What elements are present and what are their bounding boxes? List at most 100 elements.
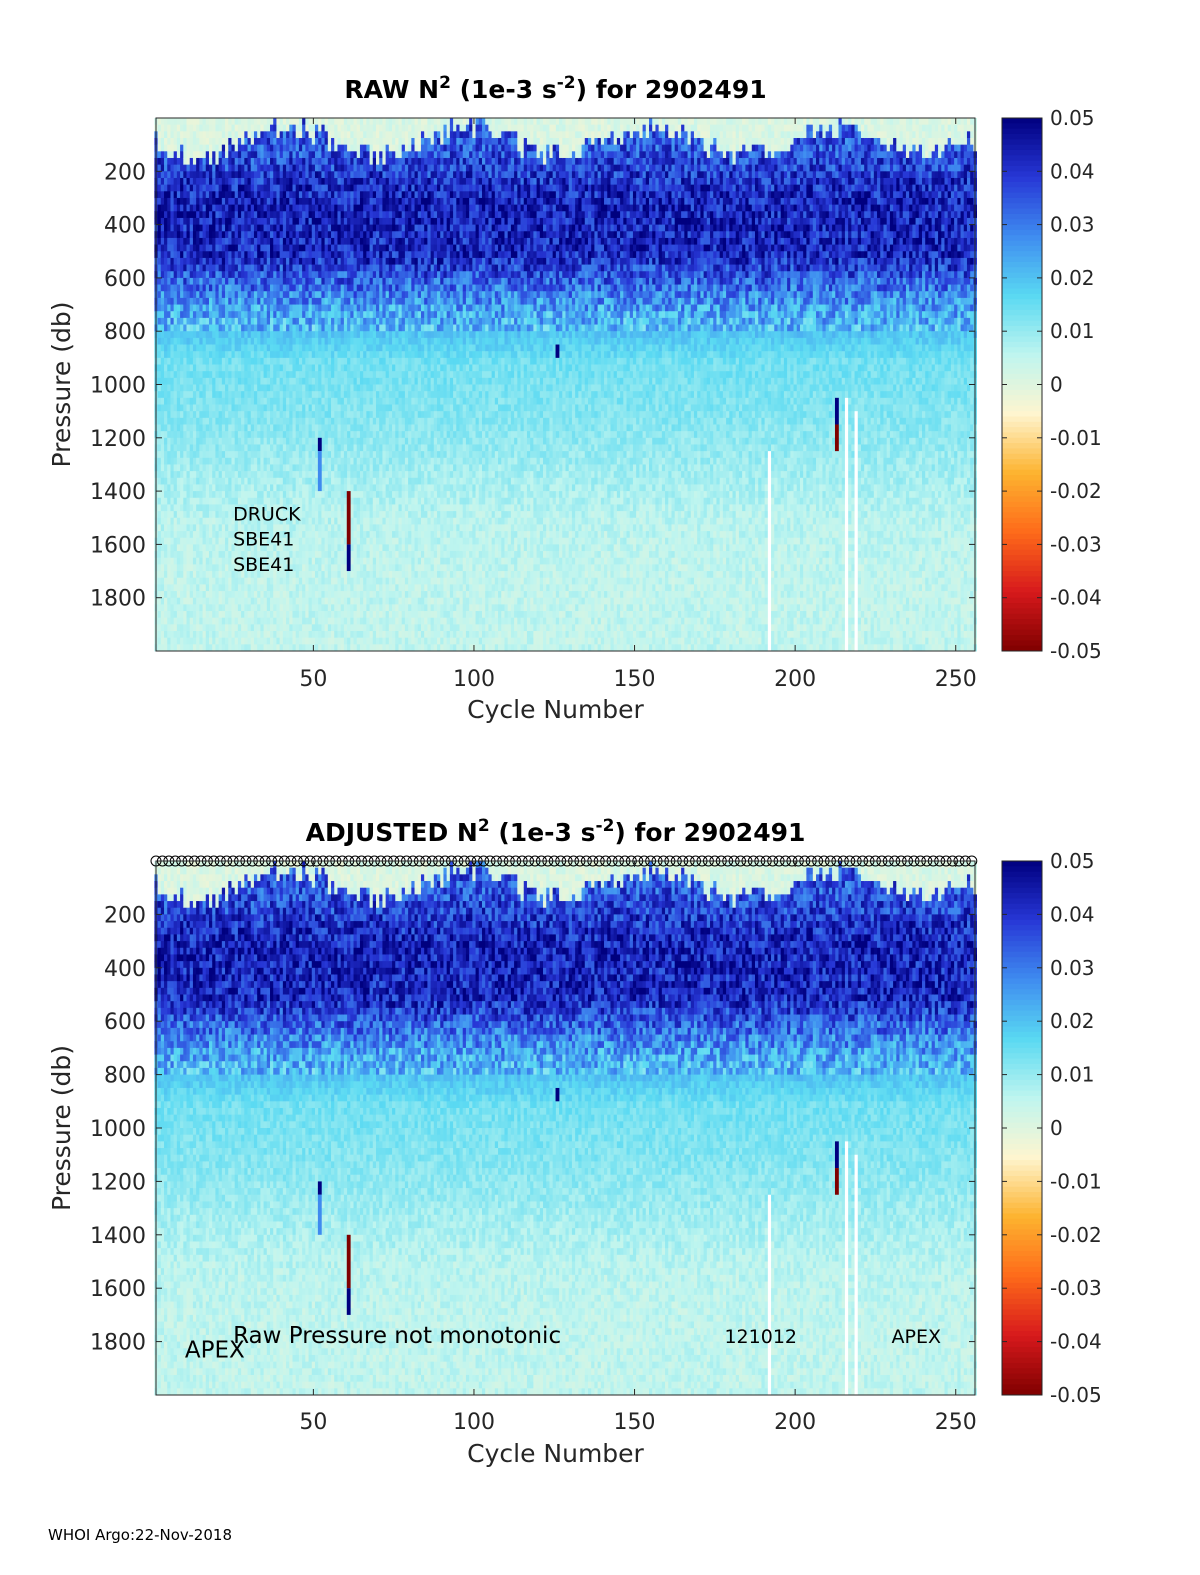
heatmap-cell bbox=[164, 557, 168, 565]
heatmap-cell bbox=[202, 611, 207, 619]
heatmap-cell bbox=[225, 484, 229, 492]
heatmap-cell bbox=[189, 384, 194, 392]
heatmap-cell bbox=[237, 624, 242, 632]
heatmap-cell bbox=[305, 411, 309, 419]
heatmap-cell bbox=[282, 624, 287, 632]
heatmap-cell bbox=[311, 617, 316, 625]
heatmap-cell bbox=[347, 604, 351, 612]
heatmap-cell bbox=[160, 457, 165, 465]
heatmap-cell bbox=[286, 177, 290, 186]
heatmap-cell bbox=[234, 411, 239, 419]
heatmap-cell bbox=[327, 197, 332, 206]
heatmap-cell bbox=[215, 137, 220, 146]
heatmap-cell bbox=[331, 484, 335, 492]
heatmap-cell bbox=[263, 157, 268, 166]
heatmap-cell bbox=[340, 237, 345, 245]
heatmap-cell bbox=[311, 517, 316, 525]
heatmap-cell bbox=[157, 491, 162, 499]
heatmap-cell bbox=[350, 144, 354, 152]
heatmap-cell bbox=[270, 284, 274, 292]
heatmap-cell bbox=[164, 257, 168, 265]
heatmap-cell bbox=[331, 304, 335, 312]
heatmap-cell bbox=[266, 331, 271, 339]
heatmap-cell bbox=[170, 291, 175, 299]
heatmap-cell bbox=[186, 617, 191, 625]
heatmap-cell bbox=[340, 144, 345, 152]
heatmap-cell bbox=[234, 644, 239, 652]
heatmap-cell bbox=[311, 584, 316, 592]
heatmap-cell bbox=[180, 637, 184, 645]
heatmap-cell bbox=[308, 157, 313, 166]
heatmap-cell bbox=[212, 211, 216, 219]
heatmap-cell bbox=[157, 171, 162, 179]
heatmap-cell bbox=[340, 437, 345, 445]
heatmap-cell bbox=[215, 617, 220, 625]
heatmap-cell bbox=[186, 517, 191, 525]
heatmap-cell bbox=[334, 197, 338, 206]
heatmap-cell bbox=[273, 217, 277, 225]
heatmap-cell bbox=[289, 464, 293, 472]
heatmap-cell bbox=[170, 284, 175, 292]
heatmap-cell bbox=[218, 131, 223, 139]
heatmap-cell bbox=[292, 271, 297, 279]
heatmap-cell bbox=[250, 397, 255, 405]
heatmap-cell bbox=[215, 437, 220, 445]
heatmap-cell bbox=[266, 124, 271, 132]
heatmap-cell bbox=[353, 331, 358, 339]
heatmap-cell bbox=[225, 404, 229, 412]
heatmap-cell bbox=[183, 477, 187, 485]
heatmap-cell bbox=[266, 351, 271, 359]
heatmap-cell bbox=[208, 277, 213, 285]
heatmap-cell bbox=[183, 344, 187, 352]
heatmap-cell bbox=[196, 371, 200, 379]
heatmap-cell bbox=[218, 217, 223, 225]
heatmap-cell bbox=[250, 564, 255, 572]
heatmap-cell bbox=[228, 504, 232, 512]
heatmap-cell bbox=[164, 484, 168, 492]
heatmap-cell bbox=[318, 157, 322, 166]
heatmap-cell bbox=[247, 584, 252, 592]
heatmap-cell bbox=[157, 571, 162, 579]
heatmap-cell bbox=[343, 404, 348, 412]
heatmap-cell bbox=[208, 404, 213, 412]
heatmap-cell bbox=[183, 311, 187, 319]
heatmap-cell bbox=[196, 244, 200, 252]
heatmap-cell bbox=[343, 124, 348, 132]
heatmap-cell bbox=[298, 197, 303, 206]
heatmap-cell bbox=[221, 224, 226, 232]
heatmap-cell bbox=[282, 317, 287, 325]
heatmap-cell bbox=[208, 137, 213, 146]
heatmap-cell bbox=[314, 644, 319, 652]
heatmap-cell bbox=[189, 437, 194, 445]
heatmap-cell bbox=[176, 417, 181, 425]
heatmap-cell bbox=[292, 584, 297, 592]
heatmap-cell bbox=[279, 611, 284, 619]
heatmap-cell bbox=[266, 304, 271, 312]
heatmap-cell bbox=[270, 451, 274, 459]
heatmap-cell bbox=[308, 404, 313, 412]
heatmap-cell bbox=[311, 544, 316, 552]
heatmap-cell bbox=[247, 211, 252, 219]
heatmap-cell bbox=[331, 524, 335, 532]
heatmap-cell bbox=[286, 351, 290, 359]
heatmap-cell bbox=[276, 557, 281, 565]
heatmap-cell bbox=[221, 144, 226, 152]
heatmap-cell bbox=[173, 177, 178, 186]
heatmap-cell bbox=[189, 611, 194, 619]
heatmap-cell bbox=[164, 144, 168, 152]
heatmap-cell bbox=[192, 444, 197, 452]
heatmap-cell bbox=[279, 118, 284, 126]
heatmap-cell bbox=[157, 224, 162, 232]
heatmap-cell bbox=[292, 591, 297, 599]
heatmap-cell bbox=[334, 517, 338, 525]
heatmap-cell bbox=[241, 431, 245, 439]
heatmap-cell bbox=[263, 577, 268, 585]
heatmap-cell bbox=[334, 311, 338, 319]
heatmap-cell bbox=[170, 537, 175, 545]
heatmap-cell bbox=[324, 311, 329, 319]
heatmap-cell bbox=[231, 591, 236, 599]
heatmap-cell bbox=[324, 504, 329, 512]
heatmap-cell bbox=[347, 364, 351, 372]
heatmap-cell bbox=[318, 197, 322, 206]
heatmap-cell bbox=[311, 377, 316, 385]
